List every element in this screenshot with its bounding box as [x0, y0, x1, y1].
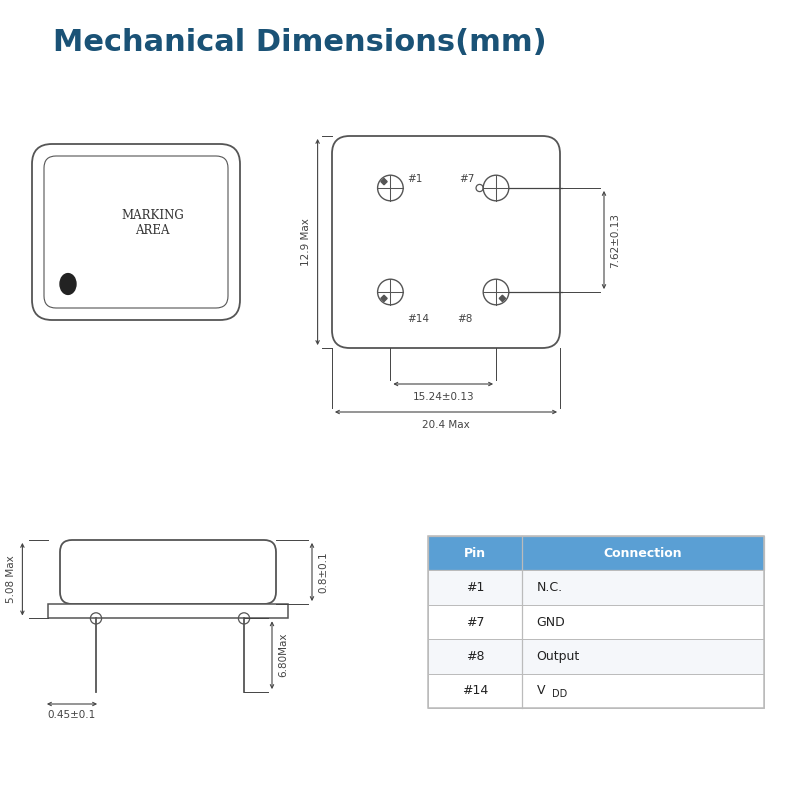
- Bar: [428, 570, 764, 605]
- Bar: [428, 605, 764, 639]
- Text: 7.62±0.13: 7.62±0.13: [610, 213, 621, 267]
- Text: #1: #1: [407, 174, 422, 184]
- Text: GND: GND: [537, 615, 566, 629]
- Polygon shape: [381, 295, 387, 302]
- Text: #14: #14: [462, 684, 488, 698]
- Text: 12.9 Max: 12.9 Max: [301, 218, 311, 266]
- Polygon shape: [381, 178, 387, 185]
- Text: 6.80Max: 6.80Max: [278, 633, 288, 678]
- Text: 15.24±0.13: 15.24±0.13: [412, 392, 474, 402]
- Text: 5.08 Max: 5.08 Max: [6, 555, 16, 603]
- Text: N.C.: N.C.: [537, 581, 562, 594]
- Text: 0.45±0.1: 0.45±0.1: [48, 710, 96, 720]
- Ellipse shape: [60, 274, 76, 294]
- Text: MARKING
AREA: MARKING AREA: [122, 210, 184, 238]
- Text: Output: Output: [537, 650, 580, 663]
- Text: #1: #1: [466, 581, 484, 594]
- Bar: [48, 604, 288, 618]
- Text: #14: #14: [407, 314, 429, 325]
- Bar: [428, 639, 764, 674]
- Text: #7: #7: [459, 174, 474, 184]
- Text: 0.8±0.1: 0.8±0.1: [318, 551, 329, 593]
- Text: 20.4 Max: 20.4 Max: [422, 420, 470, 430]
- Text: DD: DD: [553, 689, 568, 699]
- Text: Pin: Pin: [464, 546, 486, 560]
- FancyBboxPatch shape: [32, 144, 240, 320]
- Text: Connection: Connection: [604, 546, 682, 560]
- Text: #7: #7: [466, 615, 484, 629]
- FancyBboxPatch shape: [60, 540, 276, 604]
- FancyBboxPatch shape: [44, 156, 228, 308]
- Bar: [428, 536, 764, 708]
- Text: #8: #8: [466, 650, 484, 663]
- Text: V: V: [537, 684, 545, 698]
- FancyBboxPatch shape: [332, 136, 560, 348]
- Bar: [428, 674, 764, 708]
- Polygon shape: [499, 295, 506, 302]
- Text: Mechanical Dimensions(mm): Mechanical Dimensions(mm): [53, 28, 547, 57]
- Bar: [428, 536, 764, 570]
- Text: #8: #8: [458, 314, 473, 325]
